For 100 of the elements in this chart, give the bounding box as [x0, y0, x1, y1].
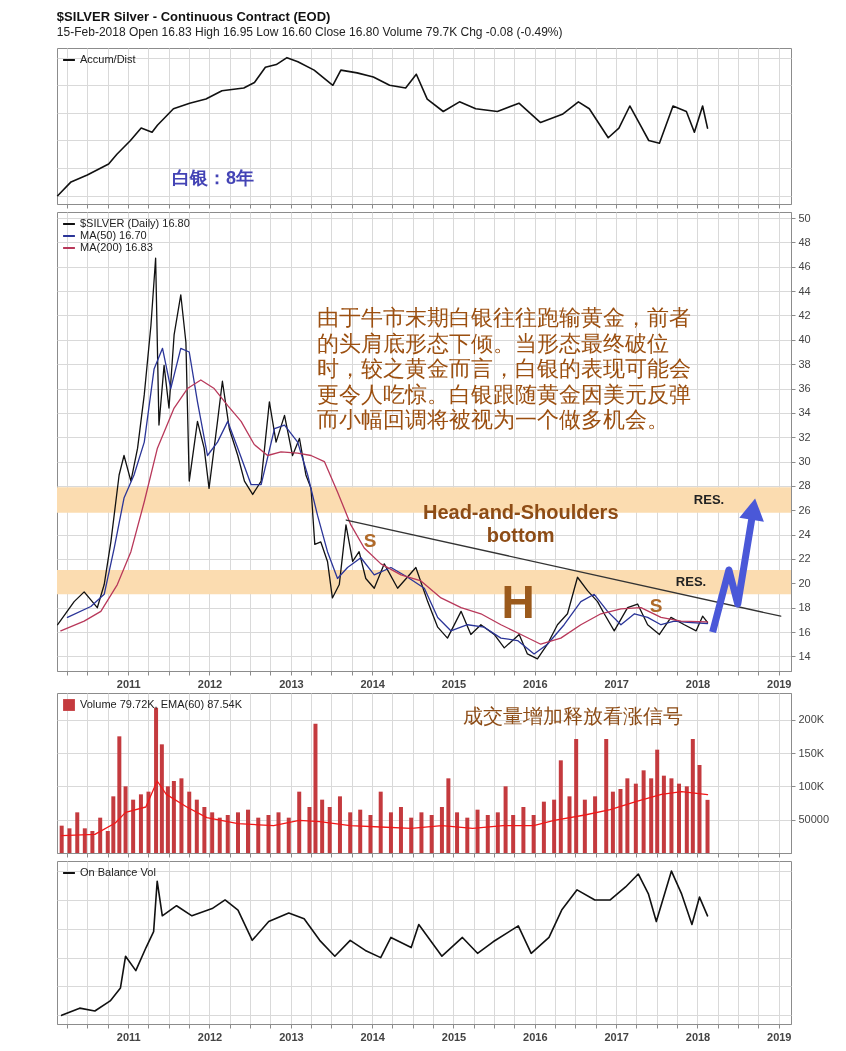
bar — [246, 809, 251, 853]
bar — [217, 817, 222, 853]
bar — [455, 812, 460, 853]
bar — [419, 812, 424, 853]
x-tick-label: 2016 — [523, 1030, 548, 1043]
y-tick-label: 26 — [798, 503, 811, 516]
bar — [313, 723, 318, 853]
bar — [593, 796, 598, 853]
x-tick-label: 2018 — [685, 677, 711, 690]
annotation: 更令人吃惊。白银跟随黄金因美元反弹 — [317, 381, 691, 407]
band-label: RES. — [693, 491, 725, 507]
annotation: 成交量增加释放看涨信号 — [463, 705, 683, 727]
bar — [123, 786, 128, 853]
bar — [348, 812, 353, 853]
y-tick-label: 20 — [798, 576, 811, 589]
bar — [378, 791, 383, 853]
bar — [337, 796, 342, 853]
bar — [327, 807, 332, 853]
x-tick-label: 2012 — [197, 677, 223, 690]
y-tick-label: 16 — [798, 625, 811, 638]
annotation: S — [649, 595, 663, 616]
legend-label: $SILVER (Daily) 16.80 — [80, 217, 190, 229]
bar — [604, 739, 609, 853]
bar — [531, 815, 536, 853]
bar — [429, 815, 434, 853]
bar — [307, 807, 312, 853]
bar — [661, 775, 666, 853]
x-tick-label: 2012 — [197, 1030, 223, 1043]
legend-label: Accum/Dist — [80, 53, 136, 65]
bar — [82, 828, 87, 853]
bar — [582, 799, 587, 853]
bar — [610, 791, 615, 853]
y-tick-label: 46 — [798, 260, 811, 273]
bar — [320, 799, 325, 853]
y-tick-label: 14 — [798, 649, 811, 662]
bar — [131, 799, 136, 853]
bar — [625, 778, 630, 853]
x-tick-label: 2015 — [441, 677, 467, 690]
bar — [655, 749, 660, 853]
bar — [684, 786, 689, 853]
bar — [567, 796, 572, 853]
bar — [194, 799, 199, 853]
y-tick-label: 36 — [798, 382, 811, 395]
x-tick-label: 2014 — [360, 1030, 386, 1043]
bar — [179, 778, 184, 853]
bar — [495, 812, 500, 853]
bar — [90, 831, 95, 853]
y-tick-label: 48 — [798, 235, 811, 248]
bar — [690, 739, 695, 853]
y-tick-label: 22 — [798, 552, 811, 565]
bar — [511, 815, 516, 853]
legend-label: MA(200) 16.83 — [80, 241, 153, 253]
y-tick-label: 42 — [798, 308, 811, 321]
y-tick-label: 200K — [798, 713, 825, 726]
bar — [256, 817, 261, 853]
bar — [677, 783, 682, 853]
legend-label: On Balance Vol — [80, 866, 156, 878]
bar — [541, 801, 546, 853]
bar — [358, 809, 363, 853]
y-tick-label: 24 — [798, 528, 811, 541]
annotation: 白银：8年 — [172, 168, 255, 188]
legend-label: Volume 79.72K, EMA(60) 87.54K — [80, 698, 243, 710]
bar — [465, 817, 470, 853]
y-tick-label: 28 — [798, 479, 811, 492]
y-tick-label: 32 — [798, 430, 811, 443]
y-tick-label: 150K — [798, 746, 825, 759]
bar — [138, 794, 143, 853]
y-tick-label: 50000 — [798, 813, 830, 826]
bar — [297, 791, 302, 853]
y-tick-label: 100K — [798, 779, 825, 792]
y-tick-label: 30 — [798, 455, 811, 468]
bar — [485, 815, 490, 853]
bar — [187, 791, 192, 853]
bar — [697, 765, 702, 853]
bar — [146, 791, 151, 853]
bar — [669, 778, 674, 853]
line-series — [61, 780, 709, 837]
bar — [475, 809, 480, 853]
bar — [210, 812, 215, 853]
bar — [67, 828, 72, 853]
bar — [225, 815, 230, 853]
annotation: 时，较之黄金而言，白银的表现可能会 — [317, 356, 691, 381]
bar — [439, 807, 444, 853]
annotation: 的头肩底形态下倾。当形态最终破位 — [317, 330, 669, 356]
bar — [117, 736, 122, 853]
chart-subtitle: 15-Feb-2018 Open 16.83 High 16.95 Low 16.60 Close 16.80 Volume 79.7K Chg -0.08 (-0.49%) — [56, 25, 563, 39]
bar — [388, 812, 393, 853]
bar — [574, 739, 579, 853]
bar — [633, 783, 638, 853]
bar — [266, 815, 271, 853]
band-label: RES. — [675, 574, 707, 590]
x-tick-label: 2019 — [767, 1030, 792, 1043]
bar — [368, 815, 373, 853]
bar — [276, 812, 281, 853]
x-tick-label: 2013 — [279, 1030, 304, 1043]
bar — [503, 786, 508, 853]
bar — [165, 786, 170, 853]
x-tick-label: 2011 — [116, 1030, 141, 1043]
bar — [202, 807, 207, 853]
bar — [641, 770, 646, 853]
